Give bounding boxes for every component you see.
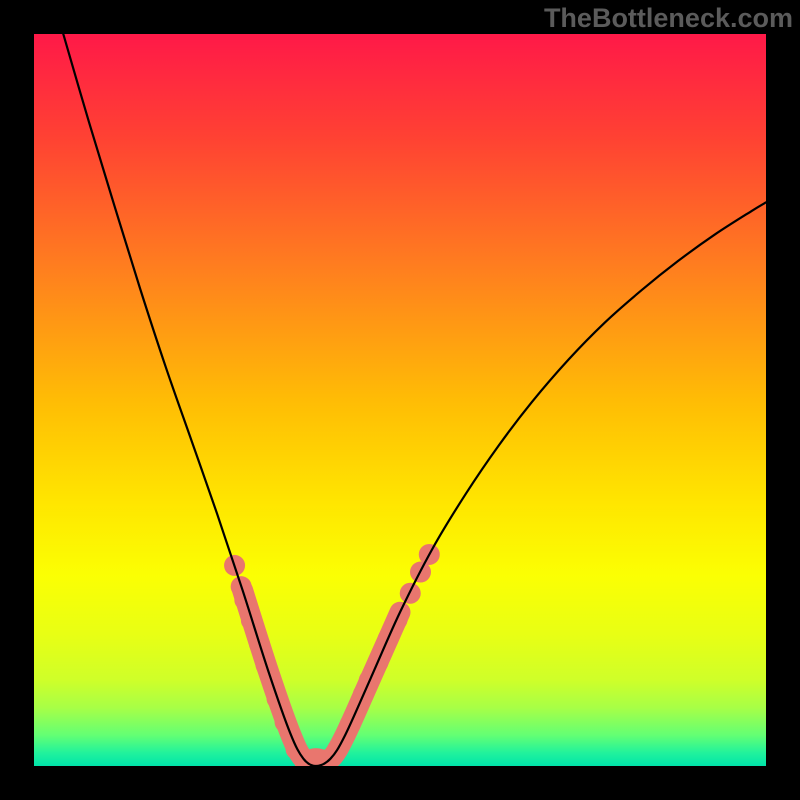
plot-background [34, 34, 766, 766]
chart-container: TheBottleneck.com [0, 0, 800, 800]
watermark-text: TheBottleneck.com [544, 3, 793, 33]
chart-svg: TheBottleneck.com [0, 0, 800, 800]
